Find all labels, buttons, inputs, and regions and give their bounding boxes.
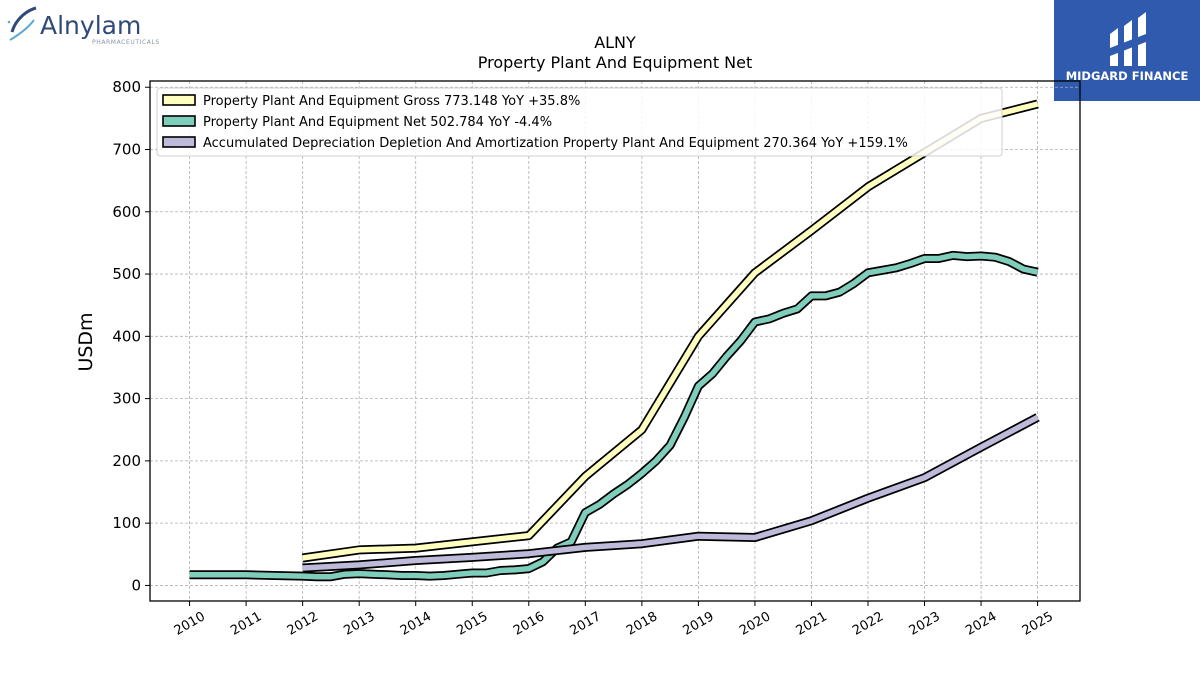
legend-swatch — [162, 94, 196, 106]
x-tick-label: 2023 — [907, 609, 943, 639]
legend-label: Property Plant And Equipment Gross 773.1… — [203, 94, 580, 109]
series-layer — [189, 99, 1040, 582]
series-line — [189, 252, 1039, 580]
x-tick-label: 2017 — [567, 609, 603, 639]
chart-subtitle: Property Plant And Equipment Net — [478, 53, 753, 72]
x-tick-label: 2020 — [737, 609, 773, 639]
y-tick-label: 500 — [112, 265, 141, 283]
x-tick-label: 2019 — [681, 609, 717, 639]
y-tick-label: 700 — [112, 141, 141, 159]
y-tick-label: 600 — [112, 203, 141, 221]
legend-swatch — [162, 115, 196, 127]
series-line — [302, 414, 1039, 571]
grid — [150, 81, 1080, 601]
series-1 — [301, 99, 1039, 563]
x-tick-label: 2013 — [341, 609, 377, 639]
legend-box — [156, 87, 1003, 157]
badge-text: MIDGARD FINANCE — [1065, 69, 1189, 83]
x-tick-label: 2022 — [850, 609, 886, 639]
series-line-outline — [189, 250, 1039, 582]
y-tick-label: 0 — [131, 576, 141, 594]
x-tick-label: 2024 — [963, 609, 999, 639]
midgard-finance-badge: MIDGARD FINANCE — [1054, 0, 1200, 101]
x-tick-label: 2012 — [285, 609, 321, 639]
company-logo-sub: PHARMACEUTICALS — [92, 39, 160, 46]
x-tick-label: 2021 — [794, 609, 830, 639]
plot-frame — [149, 80, 1081, 602]
series-line — [302, 101, 1039, 561]
y-tick-label: 400 — [112, 327, 141, 345]
y-axis-label: USDm — [75, 312, 97, 371]
series-line-outline — [301, 99, 1039, 563]
series-2 — [189, 250, 1039, 582]
x-tick-label: 2010 — [172, 609, 208, 639]
y-tick-label: 100 — [112, 514, 141, 532]
x-tick-label: 2025 — [1020, 609, 1056, 639]
series-3 — [302, 413, 1040, 573]
legend: Property Plant And Equipment Gross 773.1… — [156, 87, 1003, 157]
x-tick-label: 2014 — [398, 609, 434, 639]
legend-label: Accumulated Depreciation Depletion And A… — [203, 136, 908, 151]
midgard-logo-icon — [1110, 12, 1146, 66]
x-tick-label: 2018 — [624, 609, 660, 639]
company-logo-name: Alnylam — [40, 11, 141, 40]
y-tick-label: 200 — [112, 452, 141, 470]
legend-label: Property Plant And Equipment Net 502.784… — [203, 115, 552, 130]
y-tick-label: 300 — [112, 390, 141, 408]
legend-swatch — [162, 136, 196, 148]
x-tick-label: 2016 — [511, 609, 547, 639]
chart-title: ALNY — [594, 33, 636, 52]
x-tick-label: 2011 — [228, 609, 264, 639]
alnylam-logo: Alnylam PHARMACEUTICALS — [7, 6, 160, 46]
y-tick-label: 800 — [112, 78, 141, 96]
x-tick-label: 2015 — [454, 609, 490, 639]
